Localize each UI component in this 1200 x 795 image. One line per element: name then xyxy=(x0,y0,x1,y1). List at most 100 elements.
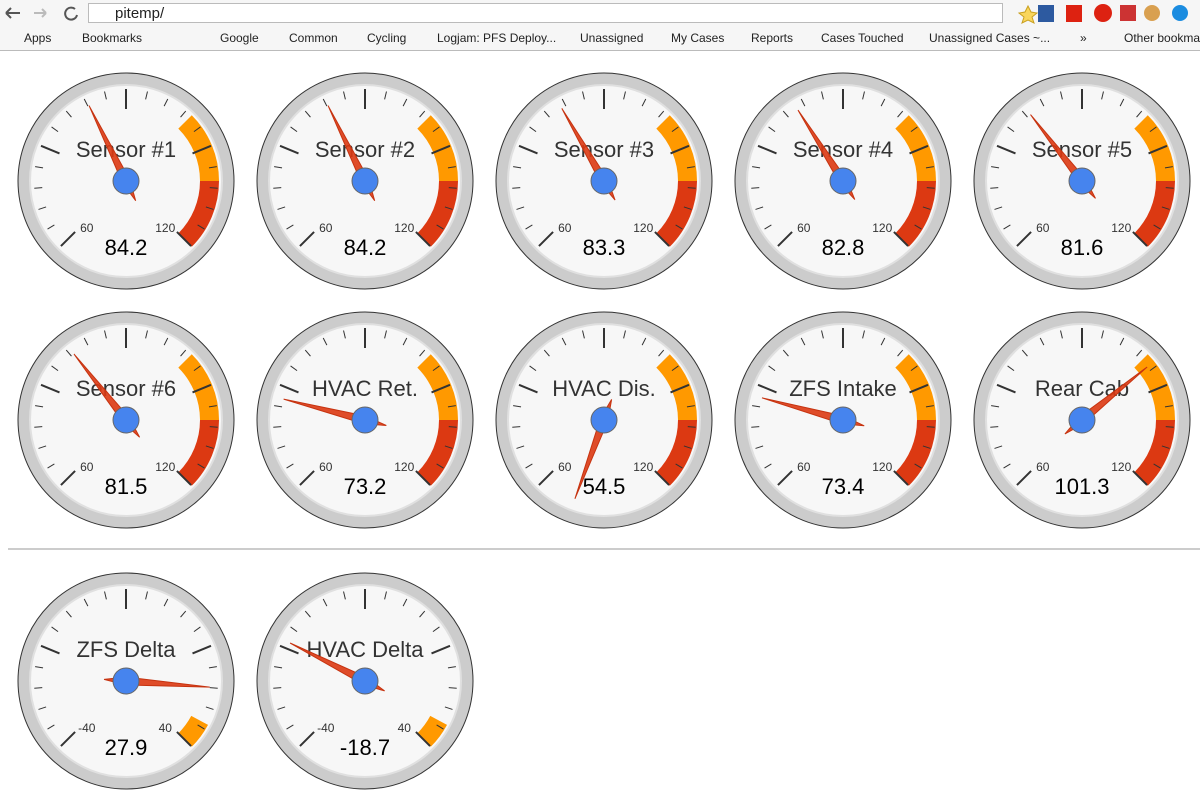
gauge-value: 82.8 xyxy=(822,235,865,260)
minor-tick xyxy=(1060,91,1063,100)
minor-tick xyxy=(444,706,453,710)
gauge-value: 54.5 xyxy=(583,474,626,499)
tick-label: 60 xyxy=(1036,460,1050,474)
minor-tick xyxy=(512,187,521,189)
ext-icon[interactable] xyxy=(1172,5,1188,21)
minor-tick xyxy=(208,666,217,669)
minor-tick xyxy=(322,98,328,107)
ext-icon[interactable] xyxy=(1038,5,1054,22)
major-tick xyxy=(1132,470,1148,486)
minor-tick xyxy=(922,445,931,449)
minor-tick xyxy=(641,98,647,107)
minor-tick xyxy=(671,126,679,133)
minor-tick xyxy=(582,91,585,100)
minor-tick xyxy=(1164,405,1173,408)
minor-tick xyxy=(1101,91,1104,100)
minor-tick xyxy=(1136,110,1143,118)
minor-tick xyxy=(675,463,683,469)
bookmark[interactable]: Apps xyxy=(24,31,52,45)
ext-icon[interactable] xyxy=(1120,5,1136,21)
star-icon[interactable] xyxy=(1017,4,1039,24)
minor-tick xyxy=(687,187,696,189)
forward-button[interactable] xyxy=(34,8,47,18)
minor-tick xyxy=(910,126,918,133)
minor-tick xyxy=(180,110,187,118)
major-tick xyxy=(40,383,60,394)
minor-tick xyxy=(208,166,217,169)
minor-tick xyxy=(436,724,444,730)
minor-tick xyxy=(683,445,692,449)
minor-tick xyxy=(193,126,201,133)
bookmark[interactable]: Unassigned Cases ~... xyxy=(929,31,1051,45)
minor-tick xyxy=(1003,463,1011,469)
minor-tick xyxy=(197,724,205,730)
bookmark[interactable]: » xyxy=(1080,31,1087,45)
major-tick xyxy=(176,470,192,486)
minor-tick xyxy=(623,91,626,100)
major-tick xyxy=(279,644,299,655)
minor-tick xyxy=(322,337,328,346)
bookmark[interactable]: Other bookmarks xyxy=(1124,31,1200,45)
back-button[interactable] xyxy=(5,7,20,19)
gauge-label: HVAC Delta xyxy=(307,637,425,662)
minor-tick xyxy=(436,224,444,230)
minor-tick xyxy=(47,724,55,730)
minor-tick xyxy=(34,426,43,428)
minor-tick xyxy=(800,98,806,107)
minor-tick xyxy=(65,349,72,357)
ext-icon[interactable] xyxy=(1094,4,1112,22)
bookmark[interactable]: Reports xyxy=(751,31,794,45)
minor-tick xyxy=(525,463,533,469)
nav-buttons xyxy=(5,6,78,21)
minor-tick xyxy=(529,126,537,133)
gauge-value: 27.9 xyxy=(105,735,148,760)
minor-tick xyxy=(444,445,453,449)
minor-tick xyxy=(1007,365,1015,372)
minor-tick xyxy=(205,445,214,449)
bookmark[interactable]: Unassigned xyxy=(580,31,644,45)
bookmark[interactable]: My Cases xyxy=(671,31,725,45)
bookmark[interactable]: Bookmarks xyxy=(82,31,143,45)
major-tick xyxy=(415,470,431,486)
major-tick xyxy=(670,144,690,155)
gauge-band xyxy=(656,354,697,420)
minor-tick xyxy=(304,610,311,618)
gauge-label: Sensor #3 xyxy=(554,137,654,162)
minor-tick xyxy=(926,187,935,189)
gauge-value: 84.2 xyxy=(105,235,148,260)
minor-tick xyxy=(65,610,72,618)
bookmark[interactable]: Google xyxy=(220,31,259,45)
minor-tick xyxy=(914,224,922,230)
gauge-value: 83.3 xyxy=(583,235,626,260)
minor-tick xyxy=(768,365,776,372)
major-tick xyxy=(279,383,299,394)
bookmark[interactable]: Common xyxy=(289,31,338,45)
minor-tick xyxy=(163,337,169,346)
address-bar[interactable]: pitemp/ xyxy=(88,3,1003,23)
minor-tick xyxy=(862,330,865,339)
bookmark[interactable]: Cases Touched xyxy=(821,31,904,45)
needle-hub xyxy=(112,167,140,195)
ext-icon[interactable] xyxy=(1066,5,1082,22)
minor-tick xyxy=(273,187,282,189)
major-tick xyxy=(996,144,1016,155)
gauge-value: 73.4 xyxy=(822,474,865,499)
minor-tick xyxy=(163,98,169,107)
minor-tick xyxy=(1149,365,1157,372)
minor-tick xyxy=(1007,126,1015,133)
ext-icon[interactable] xyxy=(1144,5,1160,21)
major-tick xyxy=(60,731,76,747)
bookmark[interactable]: Logjam: PFS Deploy... xyxy=(437,31,557,45)
bookmark[interactable]: Cycling xyxy=(367,31,407,45)
minor-tick xyxy=(880,337,886,346)
minor-tick xyxy=(1021,110,1028,118)
minor-tick xyxy=(34,687,43,689)
minor-tick xyxy=(1153,224,1161,230)
minor-tick xyxy=(444,206,453,210)
major-tick xyxy=(893,470,909,486)
minor-tick xyxy=(205,206,214,210)
minor-tick xyxy=(925,405,934,408)
reload-button[interactable] xyxy=(64,6,78,21)
gauge-band xyxy=(178,115,219,181)
minor-tick xyxy=(180,349,187,357)
